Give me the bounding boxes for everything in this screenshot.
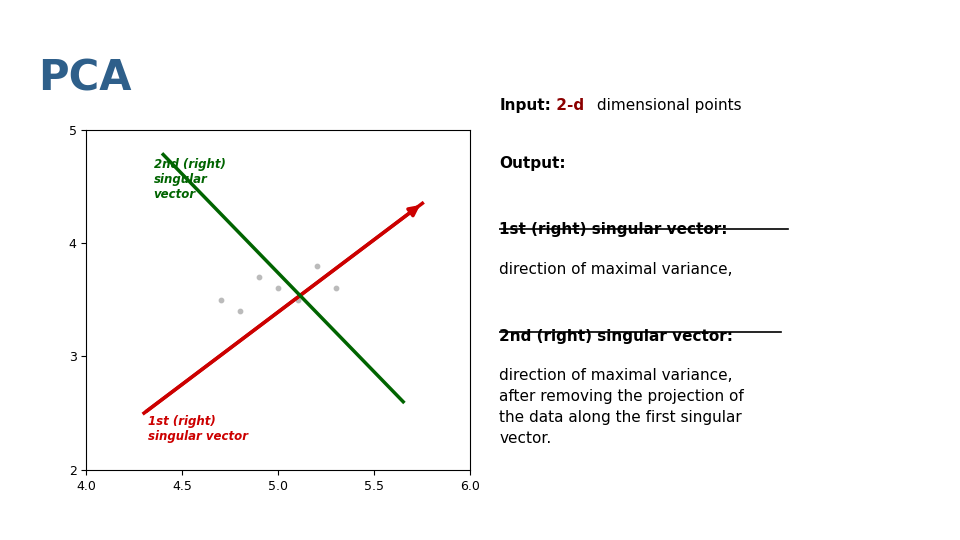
Text: Input:: Input: bbox=[499, 98, 551, 113]
Text: dimensional points: dimensional points bbox=[591, 98, 741, 113]
Text: 2nd (right) singular vector:: 2nd (right) singular vector: bbox=[499, 328, 733, 343]
Text: 1st (right)
singular vector: 1st (right) singular vector bbox=[148, 415, 248, 443]
Point bbox=[232, 307, 248, 315]
Text: 1st (right) singular vector:: 1st (right) singular vector: bbox=[499, 222, 728, 237]
Text: direction of maximal variance,: direction of maximal variance, bbox=[499, 262, 732, 277]
Point bbox=[328, 284, 344, 293]
Text: 2nd (right)
singular
vector: 2nd (right) singular vector bbox=[154, 158, 226, 201]
Text: PCA: PCA bbox=[38, 57, 132, 99]
Point bbox=[309, 261, 324, 270]
Text: Output:: Output: bbox=[499, 156, 565, 171]
Text: direction of maximal variance,
after removing the projection of
the data along t: direction of maximal variance, after rem… bbox=[499, 368, 744, 447]
Point bbox=[252, 273, 267, 281]
Text: 2-d: 2-d bbox=[551, 98, 585, 113]
Point bbox=[290, 295, 305, 304]
Point bbox=[213, 295, 228, 304]
Point bbox=[271, 284, 286, 293]
